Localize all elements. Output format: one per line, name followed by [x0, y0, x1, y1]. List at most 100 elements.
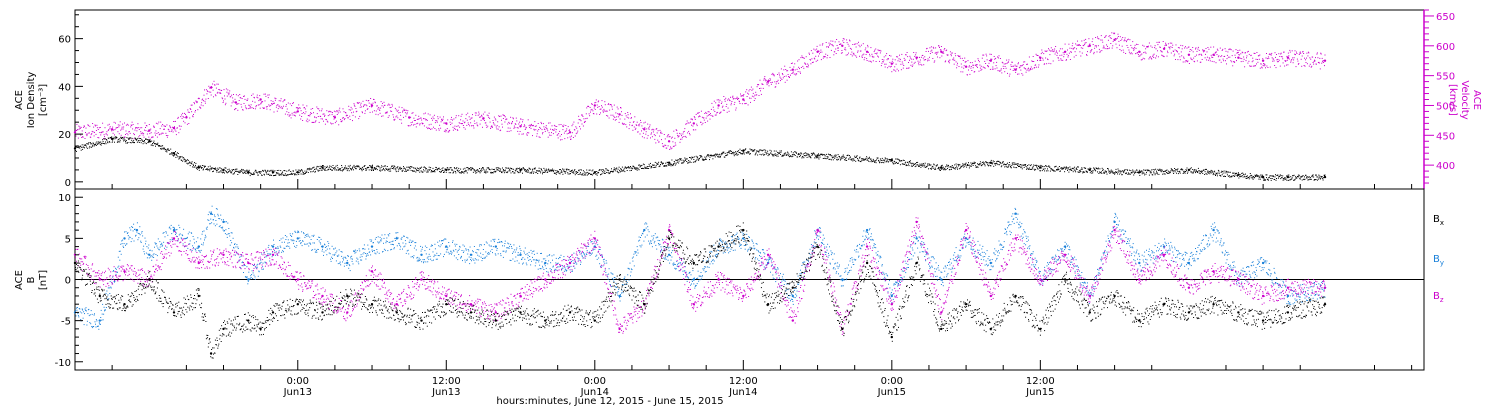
density-sample: [200, 165, 202, 167]
velocity-sample: [432, 116, 434, 118]
velocity-sample: [1068, 52, 1070, 54]
velocity-sample: [1187, 60, 1189, 62]
velocity-sample: [216, 83, 218, 85]
velocity-sample: [909, 55, 911, 57]
density-sample: [521, 169, 523, 171]
density-sample: [455, 172, 457, 174]
velocity-sample: [819, 51, 821, 53]
density-sample: [244, 170, 246, 172]
velocity-sample: [301, 116, 303, 117]
density-sample: [252, 174, 254, 176]
velocity-sample: [185, 115, 187, 117]
velocity-sample: [651, 136, 653, 138]
velocity-sample: [224, 98, 226, 100]
density-sample: [677, 160, 679, 162]
velocity-sample: [123, 136, 125, 138]
density-sample: [1077, 166, 1079, 168]
density-sample: [1083, 167, 1085, 169]
density-sample: [839, 156, 840, 158]
density-sample: [1134, 172, 1136, 174]
velocity-sample: [183, 117, 185, 118]
density-sample: [1018, 166, 1019, 167]
density-sample: [83, 146, 85, 148]
density-sample: [516, 169, 518, 171]
velocity-sample: [360, 102, 362, 104]
density-sample: [884, 160, 886, 162]
velocity-sample: [459, 122, 461, 124]
velocity-sample: [581, 123, 583, 125]
density-sample: [996, 161, 998, 163]
velocity-sample: [1010, 64, 1012, 66]
velocity-sample: [192, 116, 194, 118]
velocity-sample: [204, 89, 205, 91]
density-sample: [1076, 169, 1078, 170]
velocity-sample: [1153, 53, 1155, 55]
density-sample: [209, 165, 211, 167]
density-sample: [899, 159, 900, 161]
velocity-sample: [1143, 52, 1145, 54]
velocity-sample: [642, 132, 644, 134]
velocity-sample: [1253, 52, 1255, 54]
velocity-sample: [254, 101, 256, 103]
velocity-sample: [489, 121, 491, 123]
velocity-sample: [1068, 43, 1070, 45]
velocity-sample: [640, 119, 641, 121]
density-sample: [964, 163, 966, 165]
velocity-sample: [927, 58, 929, 60]
density-sample: [1020, 164, 1022, 166]
density-sample: [205, 168, 207, 170]
velocity-sample: [360, 104, 362, 106]
velocity-sample: [359, 106, 361, 108]
velocity-sample: [835, 53, 837, 54]
velocity-sample: [1266, 53, 1267, 54]
velocity-sample: [1013, 65, 1015, 67]
density-sample: [870, 158, 872, 160]
velocity-sample: [407, 110, 409, 112]
density-sample: [926, 165, 928, 167]
velocity-sample: [162, 124, 164, 125]
velocity-sample: [1216, 54, 1218, 56]
velocity-sample: [481, 114, 482, 116]
velocity-sample: [756, 86, 758, 88]
density-sample: [407, 169, 409, 171]
velocity-sample: [1135, 53, 1137, 55]
density-sample: [1027, 168, 1029, 170]
density-sample: [1044, 168, 1046, 170]
density-sample: [458, 167, 460, 169]
velocity-sample: [127, 124, 129, 126]
velocity-sample: [687, 132, 689, 134]
velocity-sample: [982, 66, 984, 68]
density-sample: [588, 169, 590, 171]
velocity-sample: [327, 121, 329, 123]
density-sample: [483, 171, 485, 173]
velocity-sample: [1273, 58, 1275, 60]
density-sample: [209, 170, 211, 172]
velocity-sample: [157, 123, 159, 125]
velocity-sample: [998, 55, 1000, 57]
density-sample: [839, 157, 841, 159]
density-sample: [432, 167, 434, 169]
velocity-sample: [1128, 49, 1130, 51]
density-sample: [791, 154, 793, 156]
velocity-sample: [583, 122, 585, 123]
density-sample: [141, 139, 143, 141]
velocity-sample: [1041, 51, 1043, 53]
velocity-sample: [1228, 48, 1230, 50]
density-sample: [130, 137, 132, 139]
velocity-sample: [838, 41, 840, 43]
velocity-sample: [255, 105, 257, 107]
velocity-sample: [1276, 54, 1277, 55]
velocity-sample: [1236, 52, 1238, 54]
density-sample: [1138, 171, 1140, 173]
density-sample: [942, 167, 944, 169]
density-sample: [720, 154, 722, 156]
density-sample: [533, 167, 535, 169]
density-sample: [373, 167, 375, 168]
velocity-sample: [498, 115, 500, 117]
velocity-sample: [419, 124, 421, 126]
velocity-sample: [534, 121, 536, 123]
density-sample: [1122, 170, 1124, 172]
velocity-sample: [620, 107, 622, 109]
velocity-sample: [617, 113, 619, 115]
velocity-sample: [1177, 51, 1178, 53]
